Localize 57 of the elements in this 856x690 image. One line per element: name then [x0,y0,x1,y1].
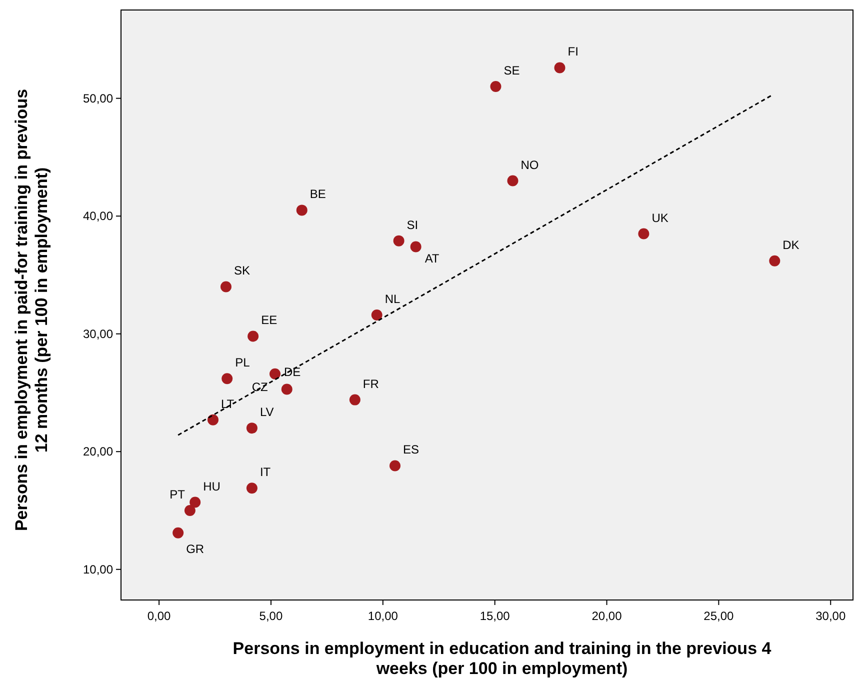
x-tick-label: 20,00 [592,609,622,623]
point [246,482,258,494]
point [248,330,259,342]
point [281,384,292,395]
annotation: UK [652,210,668,225]
x-tick-label: 5,00 [259,609,283,623]
annotation: AT [424,252,440,266]
point [554,62,566,74]
annotation: SE [504,64,520,78]
point [184,505,196,516]
annotation: ES [402,442,420,457]
point [638,228,650,240]
annotation: FR [362,376,380,391]
annotation: GR [186,542,204,556]
point [769,255,780,266]
x-axis-title: Persons in employment in education and training in the previous 4 weeks (per 100 in employment) [232,639,772,678]
y-tick-label: 30,00 [82,326,114,341]
y-axis-title: Persons in employment in paid-for training in previous 12 months (per 100 in employment) [12,88,51,532]
y-tick-label: 40,00 [82,209,114,224]
point [208,414,219,426]
y-tick-label: 10,00 [82,562,114,576]
annotation: BE [310,187,326,202]
x-tick-label: 25,00 [704,609,734,623]
point [371,310,382,321]
annotation: SK [234,264,250,278]
point [410,241,422,252]
point [246,422,258,434]
annotation: LT [221,396,235,411]
point [490,81,502,92]
annotation: HU [203,479,220,494]
x-tick-label: 30,00 [816,609,846,623]
annotation: SI [406,218,418,232]
point [220,281,232,292]
annotation: PT [170,488,186,502]
y-tick-label: 20,00 [82,444,114,459]
point [296,204,308,216]
point [393,235,404,246]
annotation: NO [520,158,539,172]
x-tick-label: 0,00 [147,609,172,623]
point [349,394,360,406]
annotation: PL [235,356,250,370]
annotation: DE [284,364,301,379]
point [172,527,184,538]
point [190,496,201,508]
annotation: NL [384,292,401,306]
x-tick-label: 15,00 [480,609,510,623]
x-tick-label: 10,00 [368,609,398,623]
point [222,373,233,384]
annotation: FI [568,44,578,59]
annotation: IT [260,465,272,480]
point [270,368,281,380]
annotation: DK [782,238,800,252]
point [507,175,518,186]
annotation: EE [261,313,278,328]
y-tick-label: 50,00 [82,91,114,106]
point [389,460,400,472]
annotation: LV [260,405,274,420]
